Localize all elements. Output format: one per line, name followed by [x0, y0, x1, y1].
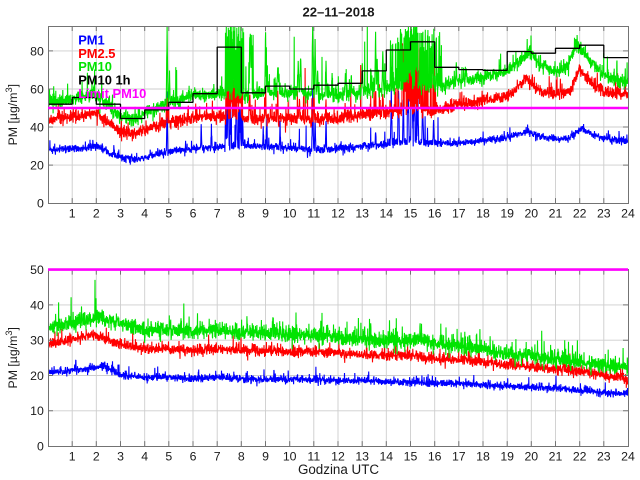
svg-text:2: 2 [93, 207, 100, 221]
svg-text:4: 4 [141, 450, 148, 464]
svg-text:21: 21 [549, 450, 563, 464]
svg-text:PM10: PM10 [78, 59, 112, 74]
svg-text:17: 17 [452, 450, 466, 464]
svg-text:19: 19 [500, 450, 514, 464]
svg-text:15: 15 [404, 450, 418, 464]
svg-text:16: 16 [428, 207, 442, 221]
svg-text:14: 14 [379, 207, 393, 221]
svg-text:24: 24 [621, 207, 635, 221]
svg-text:6: 6 [190, 207, 197, 221]
svg-text:24: 24 [621, 450, 635, 464]
svg-text:12: 12 [331, 207, 345, 221]
svg-text:16: 16 [428, 450, 442, 464]
svg-text:20: 20 [524, 450, 538, 464]
svg-text:PM2.5: PM2.5 [78, 46, 115, 61]
svg-text:10: 10 [30, 404, 44, 418]
svg-text:18: 18 [476, 450, 490, 464]
svg-text:12: 12 [331, 450, 345, 464]
svg-text:10: 10 [283, 450, 297, 464]
svg-text:19: 19 [500, 207, 514, 221]
svg-text:80: 80 [30, 44, 44, 58]
svg-text:20: 20 [30, 159, 44, 173]
svg-text:5: 5 [165, 207, 172, 221]
svg-text:20: 20 [30, 369, 44, 383]
svg-text:0: 0 [37, 197, 44, 211]
svg-text:6: 6 [190, 450, 197, 464]
svg-text:4: 4 [141, 207, 148, 221]
svg-text:3: 3 [117, 450, 124, 464]
svg-text:1: 1 [69, 450, 76, 464]
svg-text:14: 14 [379, 450, 393, 464]
svg-text:50: 50 [30, 263, 44, 277]
svg-text:40: 40 [30, 120, 44, 134]
svg-text:9: 9 [262, 450, 269, 464]
svg-text:21: 21 [549, 207, 563, 221]
svg-text:22: 22 [573, 450, 587, 464]
svg-text:18: 18 [476, 207, 490, 221]
svg-text:8: 8 [238, 450, 245, 464]
svg-text:7: 7 [214, 450, 221, 464]
svg-text:23: 23 [597, 207, 611, 221]
svg-text:15: 15 [404, 207, 418, 221]
svg-text:PM10 1h: PM10 1h [78, 72, 130, 87]
svg-text:20: 20 [524, 207, 538, 221]
svg-text:17: 17 [452, 207, 466, 221]
svg-text:PM [µg/m3]: PM [µg/m3] [4, 327, 20, 388]
svg-text:40: 40 [30, 298, 44, 312]
svg-text:8: 8 [238, 207, 245, 221]
svg-text:60: 60 [30, 82, 44, 96]
svg-text:13: 13 [355, 207, 369, 221]
svg-text:22: 22 [573, 207, 587, 221]
svg-text:1: 1 [69, 207, 76, 221]
svg-text:23: 23 [597, 450, 611, 464]
svg-text:Limit PM10: Limit PM10 [78, 86, 146, 101]
svg-text:10: 10 [283, 207, 297, 221]
svg-text:3: 3 [117, 207, 124, 221]
svg-text:30: 30 [30, 334, 44, 348]
svg-text:13: 13 [355, 450, 369, 464]
svg-text:PM1: PM1 [78, 32, 105, 47]
svg-text:22–11–2018: 22–11–2018 [302, 5, 374, 20]
svg-text:11: 11 [307, 450, 320, 464]
svg-text:PM [µg/m3]: PM [µg/m3] [4, 84, 20, 145]
svg-text:7: 7 [214, 207, 221, 221]
svg-text:Godzina UTC: Godzina UTC [298, 462, 379, 477]
svg-text:9: 9 [262, 207, 269, 221]
svg-text:2: 2 [93, 450, 100, 464]
svg-text:5: 5 [165, 450, 172, 464]
svg-text:11: 11 [307, 207, 320, 221]
svg-text:0: 0 [37, 440, 44, 454]
